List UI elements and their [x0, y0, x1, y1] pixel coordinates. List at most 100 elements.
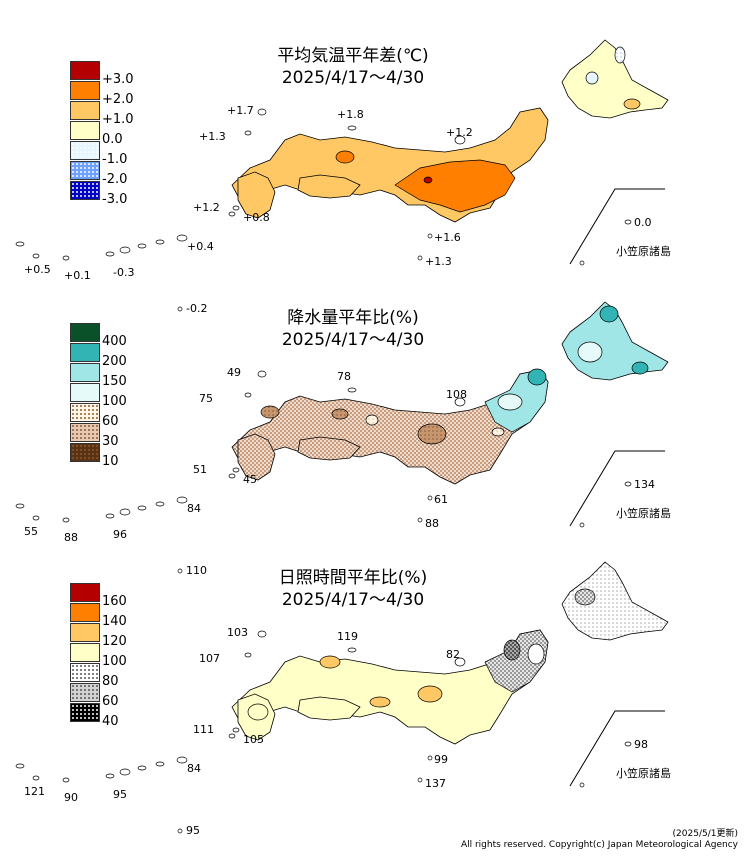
- map-title: 平均気温平年差(℃): [277, 46, 429, 66]
- legend-label: 140: [102, 614, 127, 629]
- legend-swatch: [70, 583, 100, 602]
- val-yakushima: 45: [243, 473, 257, 486]
- val-yonaguni: +0.5: [24, 263, 51, 276]
- val-sado: 108: [446, 388, 467, 401]
- val-daito: -0.2: [186, 302, 208, 315]
- val-oki: +1.8: [337, 108, 364, 121]
- legend-swatch: [70, 81, 100, 100]
- legend-label: 200: [102, 354, 127, 369]
- panel-title: 日照時間平年比(%) 2025/4/17～4/30: [223, 567, 483, 611]
- legend-swatch: [70, 343, 100, 362]
- legend-label: 10: [102, 454, 119, 469]
- map-period: 2025/4/17～4/30: [281, 68, 425, 88]
- val-tsushima: 49: [227, 366, 241, 379]
- copyright: All rights reserved. Copyright(c) Japan …: [460, 840, 738, 850]
- val-tanegashima: 51: [193, 463, 207, 476]
- legend-swatch: [70, 683, 100, 702]
- legend-swatch: [70, 363, 100, 382]
- val-okinawa: -0.3: [113, 266, 135, 279]
- val-daito: 95: [186, 824, 200, 837]
- legend-swatch: [70, 161, 100, 180]
- map-title: 日照時間平年比(%): [278, 568, 428, 588]
- val-ogasawara: 0.0: [634, 216, 652, 229]
- val-hachijo: 137: [425, 777, 446, 790]
- legend-label: 0.0: [102, 132, 123, 147]
- legend-label: 100: [102, 654, 127, 669]
- val-goto: +1.3: [199, 130, 226, 143]
- legend-label: 40: [102, 714, 119, 729]
- val-daito: 110: [186, 564, 207, 577]
- val-ishigaki: 88: [64, 531, 78, 544]
- val-oki: 78: [337, 370, 351, 383]
- val-yakushima: 105: [243, 733, 264, 746]
- val-goto: 107: [199, 652, 220, 665]
- legend-label: 400: [102, 334, 127, 349]
- val-ogasawara: 134: [634, 478, 655, 491]
- legend-swatch: [70, 383, 100, 402]
- val-yakushima: +0.8: [243, 211, 270, 224]
- val-oshima: +1.6: [434, 231, 461, 244]
- ogasawara-label: 小笠原諸島: [616, 245, 671, 258]
- val-oki: 119: [337, 630, 358, 643]
- map-panel-2: 降水量平年比(%) 2025/4/17～4/30 400 200 150 100 60 30 1…: [0, 262, 750, 577]
- val-sado: 82: [446, 648, 460, 661]
- map-period: 2025/4/17～4/30: [281, 330, 425, 350]
- val-amami: +0.4: [187, 240, 214, 253]
- legend-swatch: [70, 663, 100, 682]
- legend-swatch: [70, 643, 100, 662]
- val-tanegashima: +1.2: [193, 201, 220, 214]
- legend-label: -1.0: [102, 152, 128, 167]
- legend: +3.0 +2.0 +1.0 0.0 -1.0 -2.0 -3.0: [70, 60, 134, 207]
- panel-map-3: [15, 561, 669, 834]
- legend-swatch: [70, 141, 100, 160]
- legend-swatch: [70, 703, 100, 722]
- legend-swatch: [70, 61, 100, 80]
- map-title: 降水量平年比(%): [287, 308, 419, 328]
- legend: 400 200 150 100 60 30 10: [70, 322, 127, 469]
- legend-swatch: [70, 323, 100, 342]
- legend-swatch: [70, 603, 100, 622]
- panel-map-2: [15, 301, 669, 574]
- legend-label: 30: [102, 434, 119, 449]
- legend-label: 160: [102, 594, 127, 609]
- legend-label: 100: [102, 394, 127, 409]
- val-amami: 84: [187, 762, 201, 775]
- val-oshima: 99: [434, 753, 448, 766]
- map-period: 2025/4/17～4/30: [281, 590, 425, 610]
- legend-label: +3.0: [102, 72, 134, 87]
- legend-label: -2.0: [102, 172, 128, 187]
- map-panel-3: 日照時間平年比(%) 2025/4/17～4/30 160 140 120 100 80 60…: [0, 522, 750, 837]
- val-tsushima: 103: [227, 626, 248, 639]
- val-yonaguni: 55: [24, 525, 38, 538]
- val-ishigaki: +0.1: [64, 269, 91, 282]
- legend-swatch: [70, 121, 100, 140]
- val-goto: 75: [199, 392, 213, 405]
- panel-map-1: [15, 39, 669, 312]
- val-tsushima: +1.7: [227, 104, 254, 117]
- val-okinawa: 96: [113, 528, 127, 541]
- legend-label: 60: [102, 694, 119, 709]
- legend-swatch: [70, 403, 100, 422]
- val-ishigaki: 90: [64, 791, 78, 804]
- val-hachijo: +1.3: [425, 255, 452, 268]
- ogasawara-label: 小笠原諸島: [616, 767, 671, 780]
- val-amami: 84: [187, 502, 201, 515]
- legend-label: 120: [102, 634, 127, 649]
- updated-date: (2025/5/1更新): [672, 829, 738, 839]
- map-panel-1: 平均気温平年差(℃) 2025/4/17～4/30 +3.0 +2.0 +1.0 0.0 -…: [0, 0, 750, 315]
- val-okinawa: 95: [113, 788, 127, 801]
- panel-title: 降水量平年比(%) 2025/4/17～4/30: [223, 307, 483, 351]
- ogasawara-label: 小笠原諸島: [616, 507, 671, 520]
- val-ogasawara: 98: [634, 738, 648, 751]
- legend-swatch: [70, 443, 100, 462]
- legend-swatch: [70, 623, 100, 642]
- legend-label: 80: [102, 674, 119, 689]
- legend-label: -3.0: [102, 192, 128, 207]
- val-sado: +1.2: [446, 126, 473, 139]
- legend-swatch: [70, 101, 100, 120]
- legend-label: 60: [102, 414, 119, 429]
- legend-label: +1.0: [102, 112, 134, 127]
- legend-label: 150: [102, 374, 127, 389]
- val-tanegashima: 111: [193, 723, 214, 736]
- legend: 160 140 120 100 80 60 40: [70, 582, 127, 729]
